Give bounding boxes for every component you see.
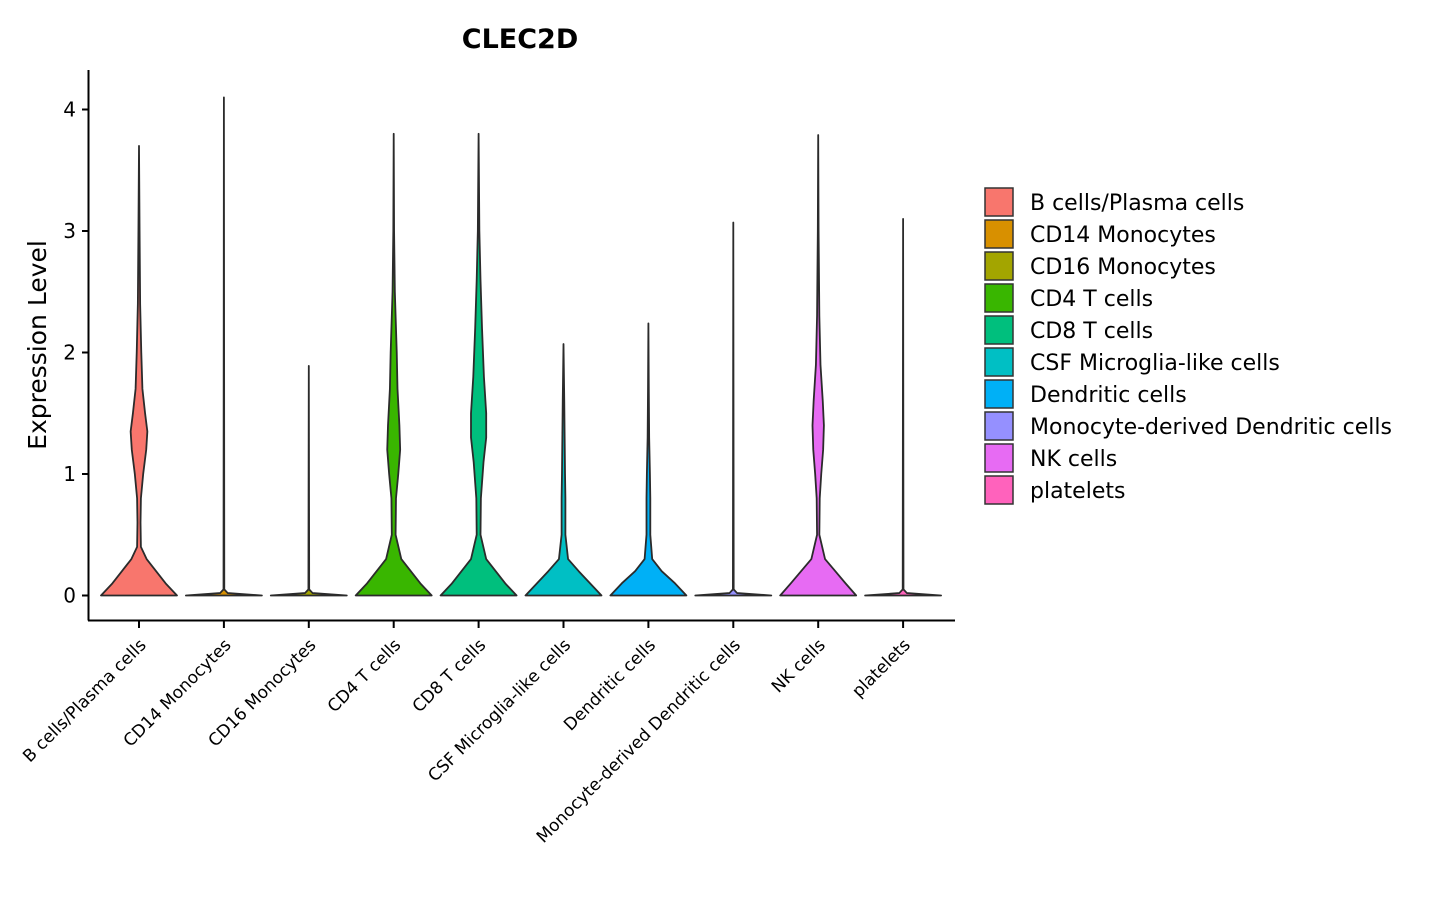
legend: B cells/Plasma cells CD14 Monocytes CD16 M… <box>984 187 1392 505</box>
legend-label-1: B cells/Plasma cells <box>1030 191 1244 216</box>
legend-key-2 <box>984 219 1014 249</box>
violin-2 <box>185 96 263 597</box>
legend-label-5: CD8 T cells <box>1030 319 1153 344</box>
violin-9 <box>779 134 858 597</box>
violin-5 <box>439 132 518 597</box>
violin-8 <box>694 221 773 597</box>
legend-label-2: CD14 Monocytes <box>1030 223 1216 248</box>
violin-10 <box>864 217 942 597</box>
legend-key-10 <box>984 475 1014 505</box>
y-tick-label: 0 <box>63 584 76 608</box>
legend-label-9: NK cells <box>1030 447 1117 472</box>
violin-3 <box>269 364 348 597</box>
y-axis-ticks: 0 1 2 3 4 <box>63 98 88 608</box>
legend-label-4: CD4 T cells <box>1030 287 1153 312</box>
legend-key-1 <box>984 187 1014 217</box>
legend-key-8 <box>984 411 1014 441</box>
legend-key-9 <box>984 443 1014 473</box>
y-tick-label: 4 <box>63 98 76 122</box>
legend-label-10: platelets <box>1030 479 1125 504</box>
y-axis-label: Expression Level <box>23 240 52 450</box>
legend-key-6 <box>984 347 1014 377</box>
chart-title: CLEC2D <box>462 24 578 55</box>
legend-label-6: CSF Microglia-like cells <box>1030 351 1280 376</box>
x-tick-label: CD4 T cells <box>324 635 405 716</box>
legend-key-7 <box>984 379 1014 409</box>
x-tick-label: CD8 T cells <box>409 635 490 716</box>
legend-label-7: Dendritic cells <box>1030 383 1187 408</box>
violin-4 <box>354 132 433 597</box>
legend-key-5 <box>984 315 1014 345</box>
violin-group <box>100 96 942 597</box>
legend-key-3 <box>984 251 1014 281</box>
violin-6 <box>524 343 603 597</box>
y-tick-label: 3 <box>63 219 76 243</box>
legend-key-4 <box>984 283 1014 313</box>
x-tick-label: NK cells <box>768 635 830 697</box>
violin-1 <box>100 145 178 597</box>
y-tick-label: 2 <box>63 341 76 365</box>
legend-label-3: CD16 Monocytes <box>1030 255 1216 280</box>
violin-7 <box>609 322 688 597</box>
x-tick-label: platelets <box>848 635 914 701</box>
legend-label-8: Monocyte-derived Dendritic cells <box>1030 415 1392 440</box>
x-tick-label: CSF Microglia-like cells <box>424 635 575 786</box>
y-tick-label: 1 <box>63 462 76 486</box>
